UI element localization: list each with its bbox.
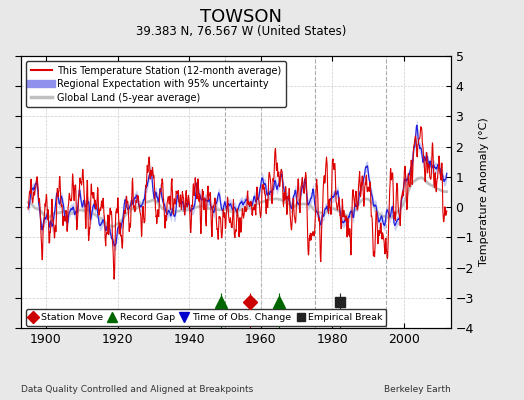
Y-axis label: Temperature Anomaly (°C): Temperature Anomaly (°C): [479, 118, 489, 266]
Text: 39.383 N, 76.567 W (United States): 39.383 N, 76.567 W (United States): [136, 25, 346, 38]
Text: TOWSON: TOWSON: [200, 8, 282, 26]
Text: Data Quality Controlled and Aligned at Breakpoints: Data Quality Controlled and Aligned at B…: [21, 385, 253, 394]
Legend: Station Move, Record Gap, Time of Obs. Change, Empirical Break: Station Move, Record Gap, Time of Obs. C…: [26, 310, 386, 326]
Text: Berkeley Earth: Berkeley Earth: [384, 385, 451, 394]
